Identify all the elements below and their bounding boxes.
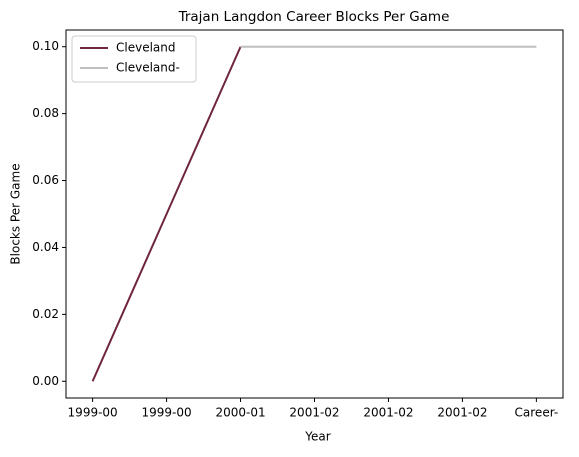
legend-label: Cleveland- <box>116 61 180 75</box>
y-tick-label: 0.04 <box>32 240 59 254</box>
x-tick-label: 2001-02 <box>437 406 487 420</box>
series-line <box>91 46 242 382</box>
y-tick-label: 0.02 <box>32 307 59 321</box>
x-tick-label: 1999-00 <box>142 406 192 420</box>
plot-frame <box>65 29 564 399</box>
x-axis-label: Year <box>304 430 330 444</box>
y-tick-label: 0.06 <box>32 173 59 187</box>
x-tick-label: 1999-00 <box>68 406 118 420</box>
x-tick-label: 2000-01 <box>215 406 265 420</box>
y-axis-label: Blocks Per Game <box>9 163 23 264</box>
y-tick-label: 0.00 <box>32 374 59 388</box>
x-tick-label: Career- <box>515 406 559 420</box>
y-tick-label: 0.10 <box>32 39 59 53</box>
legend-label: Cleveland <box>116 41 176 55</box>
x-tick-label: 2001-02 <box>363 406 413 420</box>
y-tick-label: 0.08 <box>32 106 59 120</box>
chart-title: Trajan Langdon Career Blocks Per Game <box>178 9 450 25</box>
x-tick-label: 2001-02 <box>289 406 339 420</box>
